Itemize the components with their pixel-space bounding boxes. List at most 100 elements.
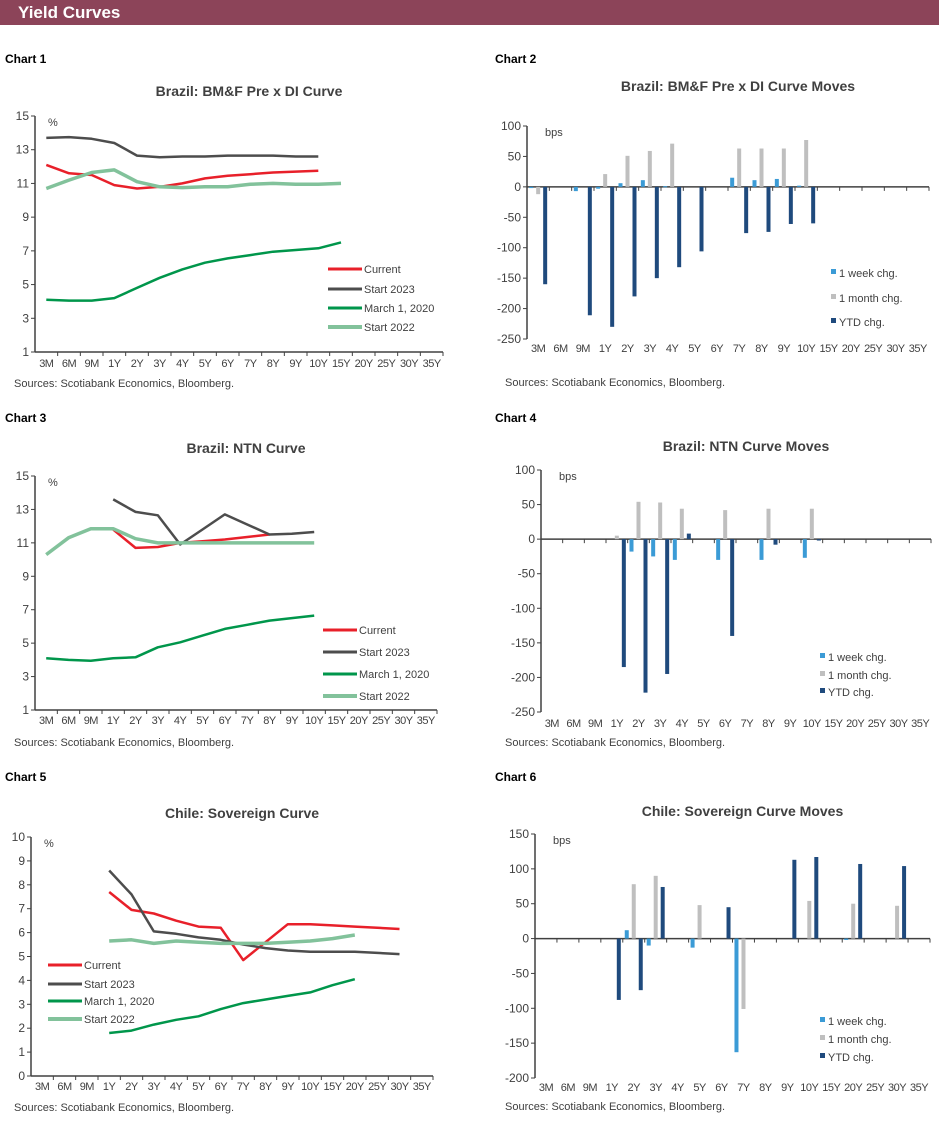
x-tick-label: 6M [566,718,581,730]
bar [663,186,668,188]
bar [737,148,742,187]
x-tick-label: 9Y [781,1082,795,1094]
bar [766,186,771,232]
source-note: Sources: Scotiabank Economics, Bloomberg… [505,377,725,389]
chart-title: Chile: Sovereign Curve [165,805,319,821]
legend-label: Current [84,960,121,972]
bar [614,535,619,540]
x-tick-label: 10Y [803,718,822,730]
chart-label: Chart 1 [5,52,47,66]
x-tick-label: 3Y [654,718,668,730]
x-tick-label: 4Y [170,1081,184,1093]
unit-label: bps [545,127,563,139]
chart-title: Chile: Sovereign Curve Moves [642,803,844,819]
x-tick-label: 9M [583,1082,598,1094]
bar [647,150,652,187]
series-line [109,933,356,946]
legend-label: Start 2023 [84,979,135,991]
bar [858,863,863,939]
y-tick-label: 2 [18,1021,25,1035]
x-tick-label: 3M [39,715,54,727]
series-line [46,614,315,662]
x-tick-label: 6Y [219,715,233,727]
x-tick-label: 6Y [215,1081,229,1093]
x-tick-label: 7Y [737,1082,751,1094]
y-tick-label: 15 [16,109,30,123]
x-tick-label: 25Y [377,358,396,370]
y-tick-label: -150 [505,1036,529,1050]
x-tick-label: 20Y [844,1082,863,1094]
x-tick-label: 3M [545,718,560,730]
legend-swatch [831,318,836,323]
x-tick-label: 2Y [632,718,646,730]
series-line [45,526,315,556]
bar [660,886,665,939]
x-tick-label: 1Y [103,1081,117,1093]
bar [844,938,849,940]
y-tick-label: -150 [497,271,521,285]
legend-label: Start 2022 [84,1014,135,1026]
x-tick-label: 6Y [221,358,235,370]
bar [811,186,816,224]
bar [797,185,802,187]
bar [596,186,601,189]
source-note: Sources: Scotiabank Economics, Bloomberg… [14,378,234,390]
x-tick-label: 2Y [131,358,145,370]
bar [679,508,684,540]
x-tick-label: 3Y [152,715,166,727]
chart-label: Chart 4 [495,411,537,425]
bar [670,143,675,187]
x-tick-label: 8Y [259,1081,273,1093]
x-tick-label: 4Y [666,343,680,355]
bar [802,539,807,558]
x-tick-label: 30Y [888,1082,907,1094]
y-tick-label: 5 [22,278,29,292]
y-tick-label: -100 [505,1001,529,1015]
x-tick-label: 9Y [282,1081,296,1093]
legend-label: YTD chg. [828,1052,874,1064]
legend-label: March 1, 2020 [364,303,434,315]
bar [587,186,592,316]
chart-6: Chile: Sovereign Curve Moves bps -200 -150 -… [505,803,931,1113]
y-tick-label: -200 [497,302,521,316]
bar [792,859,797,939]
x-tick-label: 2Y [628,1082,642,1094]
bar [807,900,812,939]
x-tick-label: 9Y [289,358,303,370]
bar [686,533,691,540]
bar [631,884,636,939]
x-tick-label: 5Y [199,358,213,370]
legend-label: 1 month chg. [839,293,903,305]
x-tick-label: 15Y [327,715,346,727]
bar [643,539,648,693]
bar [741,938,746,1009]
bar [677,186,682,268]
x-tick-label: 7Y [237,1081,251,1093]
y-tick-label: 11 [17,176,30,190]
bar [759,148,764,187]
legend-label: Start 2022 [359,691,410,703]
y-tick-label: 3 [22,311,29,325]
y-tick-label: 6 [18,926,25,940]
x-tick-label: 9M [84,715,99,727]
unit-label: bps [553,835,571,847]
legend-swatch [820,1035,825,1040]
x-tick-label: 7Y [241,715,255,727]
y-tick-label: -100 [497,241,521,255]
x-tick-label: 20Y [842,343,861,355]
x-tick-label: 6M [553,343,568,355]
x-tick-label: 15Y [332,358,351,370]
chart-title: Brazil: NTN Curve [186,440,305,456]
bar [621,539,626,668]
legend-swatch [831,294,836,299]
y-tick-label: 10 [12,830,26,844]
bar [851,903,856,939]
x-tick-label: 4Y [174,715,188,727]
y-tick-label: 9 [18,854,25,868]
legend-swatch [831,269,836,274]
bar [804,139,809,187]
x-tick-label: 1Y [611,718,625,730]
bar [665,539,670,674]
x-tick-label: 3Y [153,358,167,370]
y-tick-label: -200 [511,670,535,684]
